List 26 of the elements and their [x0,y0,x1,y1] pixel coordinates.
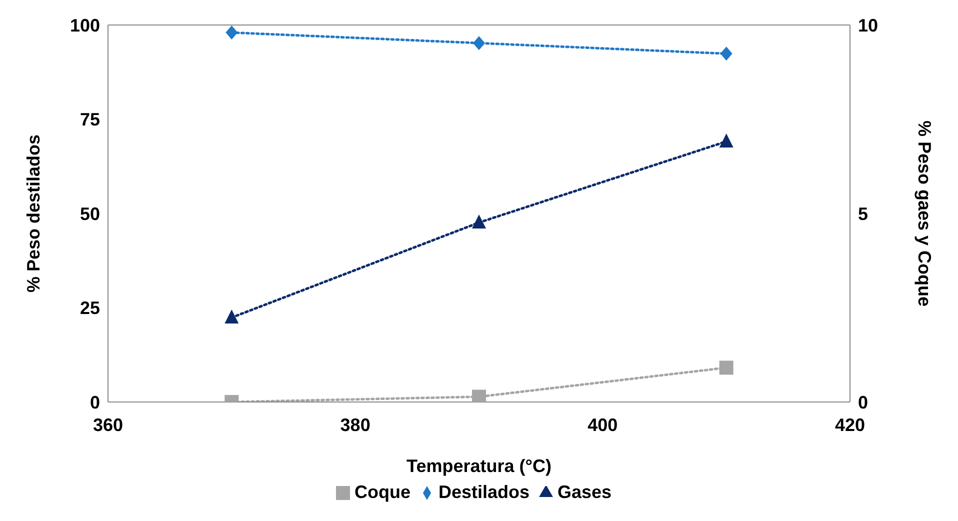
y2-tick-label: 0 [858,392,868,412]
x-tick-label: 360 [92,414,124,435]
y-tick-label: 75 [80,110,100,130]
y-axis-title: % Peso destilados [23,134,44,293]
point [224,310,239,324]
y-tick-label: 25 [80,298,100,318]
y-tick-label: 0 [90,392,100,412]
legend-label: Gases [557,482,612,502]
point [226,26,238,40]
point [719,133,734,148]
legend-label: Destilados [438,482,530,502]
point [473,36,485,50]
x-tick-label: 420 [834,414,866,435]
y2-axis-title: % Peso gaes y Coque [914,120,935,307]
y-tick-label: 50 [80,204,100,224]
y2-tick-label: 5 [858,204,868,224]
x-axis-title: Temperatura (°C) [406,456,552,476]
x-tick-label: 380 [340,414,370,435]
y2-tick-label: 10 [858,15,878,36]
point [472,214,486,229]
point [472,390,486,402]
legend-label: Coque [354,482,410,502]
y-tick-label: 100 [70,15,100,36]
x-tick-label: 400 [588,414,618,435]
point [719,360,734,375]
point [720,46,732,61]
